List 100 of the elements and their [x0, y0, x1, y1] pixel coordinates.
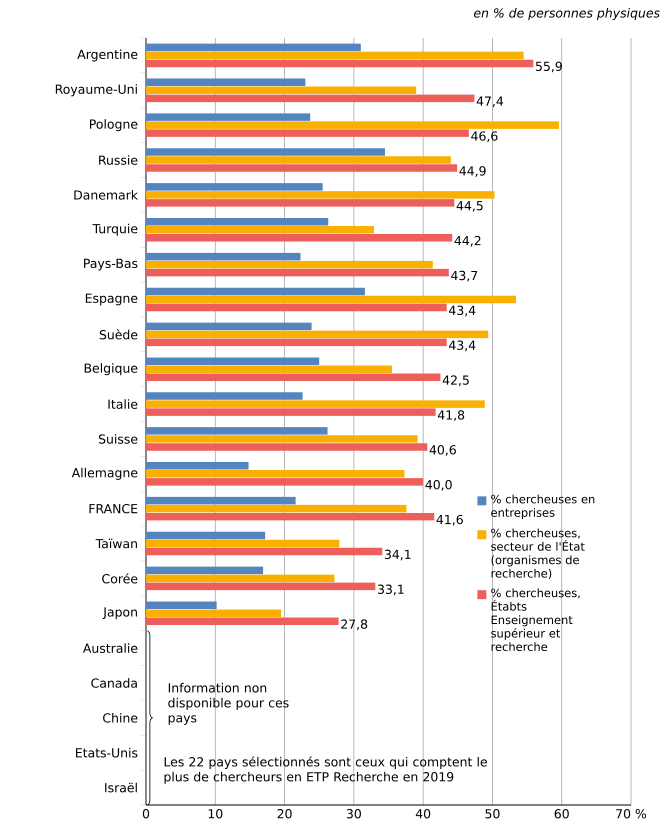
legend-label: % chercheuses en entreprises [491, 494, 594, 520]
bar [146, 443, 428, 451]
chart-subtitle: en % de personnes physiques [474, 8, 660, 20]
annotation: Les 22 pays sélectionnés sont ceux qui comptent le plus de chercheurs en ETP Recherche en 2019 [164, 756, 487, 784]
bar [146, 548, 382, 556]
y-tick-label: Israël [105, 782, 137, 792]
bar [146, 268, 449, 276]
bar [146, 260, 433, 268]
annotation: Information non disponible pour ces pays [168, 682, 289, 725]
data-label: 41,8 [438, 410, 464, 421]
bar [146, 304, 447, 312]
x-tick-label: 60 [554, 809, 569, 818]
bar [146, 435, 418, 443]
bar [146, 94, 474, 102]
y-tick-label: FRANCE [90, 504, 138, 514]
bar [146, 512, 434, 520]
data-label: 43,4 [449, 306, 476, 316]
bar [146, 322, 312, 330]
bar [146, 129, 469, 137]
bar [146, 52, 524, 60]
bar [146, 156, 451, 164]
y-tick-label: Japon [102, 607, 137, 620]
y-tick-label: Taïwan [96, 538, 137, 548]
x-tick-label: 10 [208, 809, 222, 818]
y-tick-label: Corée [102, 573, 138, 584]
y-tick-label: Suisse [98, 434, 138, 444]
bar [146, 532, 266, 540]
bar [146, 427, 328, 435]
bar [146, 113, 310, 121]
bar [146, 121, 559, 129]
data-label: 40,6 [430, 445, 456, 456]
y-tick-label: Turquie [92, 224, 138, 236]
bar [146, 400, 485, 408]
bar [146, 470, 404, 478]
y-tick-label: Argentine [77, 49, 138, 62]
bar [146, 199, 454, 207]
x-tick-label: 20 [278, 809, 292, 818]
data-label: 46,6 [471, 131, 498, 142]
bar [146, 183, 323, 191]
bar [146, 78, 306, 86]
y-tick-label: Russie [99, 155, 138, 165]
y-tick-label: Chine [103, 713, 138, 723]
y-tick-label: Australie [82, 643, 138, 653]
bar [146, 496, 296, 504]
data-label: 27,8 [341, 619, 368, 630]
data-label: 44,5 [456, 201, 483, 212]
bar [146, 365, 392, 373]
bar [146, 601, 217, 609]
x-tick-label: 30 [346, 809, 361, 818]
bar [146, 373, 440, 381]
bar [146, 582, 376, 590]
y-tick-label: Canada [91, 678, 137, 688]
bar [146, 574, 334, 582]
data-label: 33,1 [378, 584, 404, 596]
legend-label: % chercheuses, Étabts Enseignement supérieur et recherche [491, 588, 580, 652]
bar [146, 504, 407, 512]
bar [146, 392, 303, 400]
bar [146, 288, 365, 296]
y-tick-label: Royaume-Uni [56, 84, 137, 96]
legend-label: % chercheuses, secteur de l'État (organismes de recherche) [491, 528, 585, 580]
y-tick-label: Allemagne [72, 468, 138, 480]
data-label: 41,6 [436, 514, 463, 526]
y-tick-label: Italie [108, 399, 138, 409]
bar [146, 191, 495, 199]
bar [146, 86, 416, 94]
bar [146, 234, 452, 242]
data-label: 43,7 [451, 270, 478, 282]
bar [146, 218, 328, 226]
bar [146, 44, 361, 52]
x-tick-label: 0 [142, 809, 150, 818]
data-label: 44,9 [459, 166, 486, 177]
bar [146, 462, 249, 470]
bar [146, 296, 516, 304]
bar [146, 566, 264, 574]
bar [146, 164, 458, 172]
bar [146, 252, 301, 260]
data-label: 44,2 [454, 236, 480, 247]
bar [146, 478, 424, 486]
y-tick-label: Pays-Bas [84, 258, 138, 270]
bar [146, 226, 374, 234]
data-label: 55,9 [536, 62, 562, 72]
bar [146, 148, 386, 156]
y-tick-label: Etats-Unis [76, 748, 138, 758]
y-tick-label: Pologne [90, 119, 138, 132]
bar [146, 618, 339, 626]
bar [146, 610, 282, 618]
x-tick-label: 70 % [616, 809, 646, 818]
x-tick-label: 40 [416, 809, 430, 818]
x-tick-label: 50 [485, 809, 500, 818]
y-tick-label: Danemark [74, 190, 138, 200]
data-label: 47,4 [476, 96, 504, 108]
bar [146, 408, 436, 416]
data-label: 42,5 [442, 375, 469, 386]
bar [146, 540, 340, 548]
data-label: 43,4 [449, 340, 476, 352]
bar [146, 357, 320, 365]
bar [146, 60, 534, 68]
bar [146, 330, 488, 338]
bar [146, 338, 447, 346]
data-label: 40,0 [425, 480, 452, 491]
